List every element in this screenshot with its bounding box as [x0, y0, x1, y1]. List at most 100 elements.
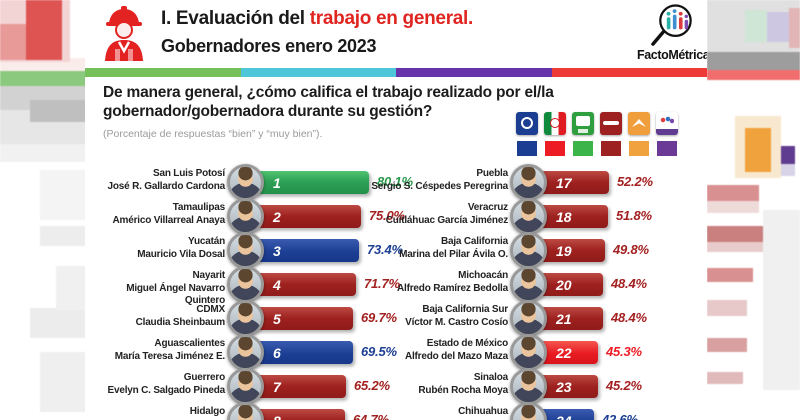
page-subtitle: Gobernadores enero 2023 [161, 36, 377, 56]
governor-row: Chihuahua 24 42.6% [85, 402, 707, 420]
governor-label-block: Nayarit Miguel Ángel Navarro Quintero [85, 270, 225, 308]
verde-logo-icon [572, 112, 594, 135]
governor-avatar [510, 402, 547, 420]
background-mosaic-right [707, 0, 800, 420]
state-label: Sinaloa [473, 372, 508, 383]
state-label: Puebla [476, 168, 508, 179]
percent-label: 69.5% [361, 344, 397, 359]
rank-number: 2 [273, 208, 281, 225]
governor-row: CDMX Claudia Sheinbaum 5 69.7% [85, 300, 707, 340]
governor-label-block: Puebla Sergio S. Céspedes Peregrina [348, 168, 508, 193]
governor-name-label: Sergio S. Céspedes Peregrina [371, 180, 508, 192]
state-label: Guerrero [183, 372, 225, 383]
governor-row: Baja California Marina del Pilar Ávila O… [85, 232, 707, 272]
state-label: Tamaulipas [172, 202, 225, 213]
governor-label-block: Guerrero Evelyn C. Salgado Pineda [85, 372, 226, 397]
governor-row: Guerrero Evelyn C. Salgado Pineda 7 65.2… [85, 368, 707, 408]
percent-label: 49.8% [613, 242, 649, 257]
percent-label: 73.4% [367, 242, 403, 257]
pri-color-swatch [545, 141, 565, 156]
governor-label-block: Chihuahua [348, 406, 508, 419]
governor-name-label: María Teresa Jiménez E. [114, 350, 225, 362]
state-label: Yucatán [188, 236, 225, 247]
otro-color-swatch [657, 141, 677, 156]
percent-label: 45.2% [606, 378, 642, 393]
otro-logo-icon [656, 112, 678, 135]
color-stripe [85, 68, 707, 77]
governor-label-block: Michoacán Alfredo Ramírez Bedolla [348, 270, 508, 295]
verde-color-swatch [573, 141, 593, 156]
rank-number: 5 [273, 310, 281, 327]
worker-icon [105, 6, 143, 61]
state-label: Baja California [440, 236, 508, 247]
governor-label-block: San Luis Potosí José R. Gallardo Cardona [85, 168, 226, 193]
percent-label: 65.2% [354, 378, 390, 393]
governor-label-block: Baja California Sur Víctor M. Castro Cos… [348, 304, 508, 329]
rank-number: 7 [273, 378, 281, 395]
pan-color-swatch [517, 141, 537, 156]
percent-label: 42.6% [602, 412, 638, 420]
governor-avatar [510, 266, 547, 303]
percent-label: 75.0% [369, 208, 405, 223]
governor-row: Estado de México Alfredo del Mazo Maza 2… [85, 334, 707, 374]
governor-name-label: Claudia Sheinbaum [135, 316, 226, 328]
percent-label: 71.7% [364, 276, 400, 291]
governor-avatar [510, 232, 547, 269]
governor-avatar [227, 198, 264, 235]
morena-color-swatch [601, 141, 621, 156]
factometrica-wordmark: FactoMétrica® [637, 48, 707, 62]
percent-label: 48.4% [611, 310, 647, 325]
state-label: San Luis Potosí [152, 168, 225, 179]
rank-number: 24 [528, 413, 572, 420]
page-title: I. Evaluación del trabajo en general. [161, 8, 473, 30]
rank-number: 18 [556, 208, 572, 225]
governor-row: Yucatán Mauricio Vila Dosal 3 73.4% [85, 232, 707, 272]
rank-number: 8 [245, 413, 281, 420]
governor-label-block: Baja California Marina del Pilar Ávila O… [348, 236, 508, 261]
state-label: Aguascalientes [154, 338, 225, 349]
governor-name-label: Américo Villarreal Anaya [112, 214, 226, 226]
ranking-bar: 20 [528, 273, 603, 296]
governor-name-label: Mauricio Vila Dosal [137, 248, 225, 260]
governor-row: Tamaulipas Américo Villarreal Anaya 2 75… [85, 198, 707, 238]
state-label: Hidalgo [189, 406, 225, 417]
rank-number: 3 [273, 242, 281, 259]
ranking-bar: 18 [528, 205, 608, 228]
state-label: Michoacán [458, 270, 508, 281]
rank-number: 20 [556, 276, 572, 293]
governor-row: Puebla Sergio S. Céspedes Peregrina 17 5… [85, 164, 707, 204]
governor-avatar [510, 164, 547, 201]
question-note: (Porcentaje de respuestas “bien” y “muy … [103, 128, 323, 140]
governor-name-label: Víctor M. Castro Cosío [405, 316, 508, 328]
governor-label-block: Yucatán Mauricio Vila Dosal [85, 236, 225, 261]
state-label: Veracruz [467, 202, 508, 213]
state-label: Baja California Sur [422, 304, 508, 315]
ranking-bar: 8 [245, 409, 345, 420]
governor-row: Aguascalientes María Teresa Jiménez E. 6… [85, 334, 707, 374]
governor-avatar [510, 334, 547, 371]
governor-name-label: Rubén Rocha Moya [418, 384, 508, 396]
mc-logo-icon [628, 112, 650, 135]
ranking-bar: 17 [528, 171, 609, 194]
state-label: Estado de México [426, 338, 508, 349]
ranking-bar: 24 [528, 409, 594, 420]
magnifier-bars-icon [651, 4, 692, 46]
percent-label: 45.3% [606, 344, 642, 359]
governor-avatar [510, 368, 547, 405]
governor-row: Sinaloa Rubén Rocha Moya 23 45.2% [85, 368, 707, 408]
governor-label-block: Veracruz Cuitláhuac García Jiménez [348, 202, 508, 227]
ranking-bar: 2 [245, 205, 361, 228]
rank-number: 4 [273, 276, 281, 293]
governor-name-label: Marina del Pilar Ávila O. [399, 248, 508, 260]
mc-color-swatch [629, 141, 649, 156]
ranking-bar: 21 [528, 307, 603, 330]
morena-logo-icon [600, 112, 622, 135]
rank-number: 6 [273, 344, 281, 361]
governor-name-label: José R. Gallardo Cardona [107, 180, 226, 192]
governor-row: Baja California Sur Víctor M. Castro Cos… [85, 300, 707, 340]
ranking-bar: 6 [245, 341, 353, 364]
governor-name-label: Alfredo del Mazo Maza [404, 350, 508, 362]
question-line1: De manera general, ¿cómo califica el tra… [103, 84, 554, 101]
governor-row: Nayarit Miguel Ángel Navarro Quintero 4 … [85, 266, 707, 306]
